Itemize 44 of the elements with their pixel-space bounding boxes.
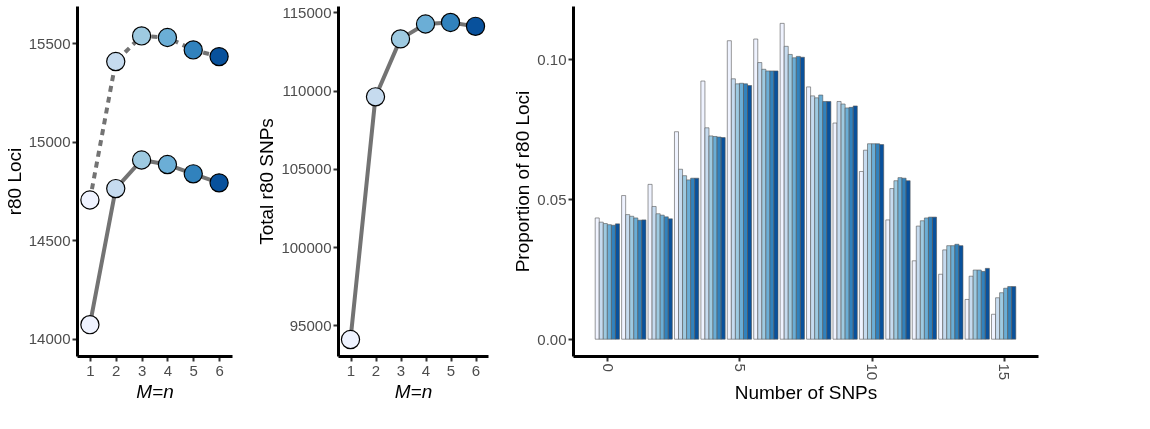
y-tick-label: 0.10 [537,50,567,68]
point [415,14,436,34]
y-tick-label: 15000 [28,133,71,151]
y-tick-label: 115000 [282,3,332,21]
bar [844,107,850,340]
y-tick-label: 105000 [281,160,332,178]
y-tick-label: 14500 [28,231,71,249]
y-tick-label: 14000 [28,330,71,348]
x-axis-title: M=n [394,380,433,402]
x-tick-label: 3 [396,361,406,379]
point [440,12,461,33]
y-tick-label: 100000 [281,238,332,256]
bar [1011,286,1017,340]
x-tick-label: 1 [346,361,356,379]
y-axis-title: r80 Loci [3,147,25,216]
x-tick-label: 10 [864,363,882,381]
point [340,329,361,350]
y-tick-label: 15500 [28,34,71,52]
x-tick-label: 4 [421,361,431,379]
x-tick-label: 1 [86,361,95,379]
point [390,29,411,49]
y-axis-title: Total r80 SNPs [256,118,278,245]
x-tick-label: 15 [996,363,1014,381]
y-tick-label: 0.00 [537,330,567,348]
x-tick-label: 2 [371,361,381,379]
x-tick-label: 2 [112,361,121,379]
y-tick-label: 110000 [282,82,332,100]
x-tick-label: 5 [446,361,456,379]
bar [826,101,832,340]
x-tick-label: 6 [471,361,481,379]
point [365,87,386,107]
x-tick-label: 3 [137,361,147,379]
y-axis-title: Proportion of r80 Loci [512,90,534,273]
y-tick-label: 0.05 [537,190,567,208]
bar [958,245,964,340]
y-tick-label: 95000 [289,316,332,334]
x-tick-label: 6 [215,361,224,379]
point [465,16,486,37]
x-tick-label: 0 [599,363,617,372]
x-tick-label: 5 [731,363,749,372]
x-axis-title: M=n [136,380,174,402]
x-axis-title: Number of SNPs [734,382,878,404]
x-tick-label: 5 [189,361,198,379]
x-tick-label: 4 [163,361,173,379]
